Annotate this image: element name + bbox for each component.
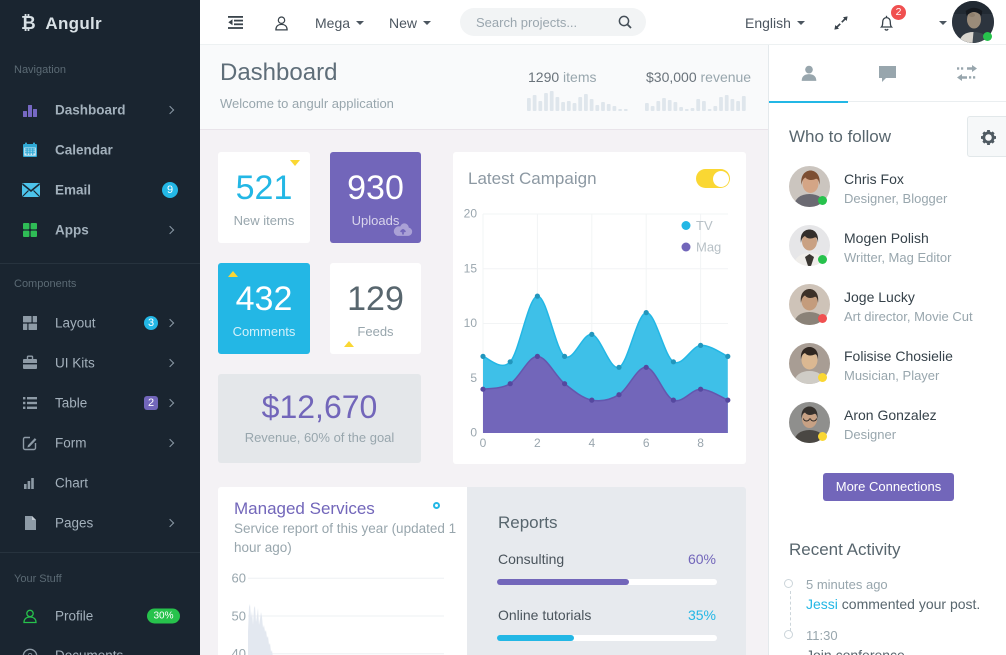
- svg-text:15: 15: [464, 261, 478, 275]
- svg-text:50: 50: [232, 608, 246, 623]
- svg-text:0: 0: [470, 426, 477, 440]
- svg-text:20: 20: [464, 207, 478, 221]
- svg-text:10: 10: [464, 316, 478, 330]
- svg-text:60: 60: [232, 571, 246, 586]
- svg-text:8: 8: [697, 436, 704, 450]
- svg-text:2: 2: [534, 436, 541, 450]
- svg-text:0: 0: [480, 436, 487, 450]
- svg-text:6: 6: [643, 436, 650, 450]
- svg-text:4: 4: [588, 436, 595, 450]
- svg-text:Mag: Mag: [696, 240, 721, 255]
- svg-text:5: 5: [470, 371, 477, 385]
- svg-text:TV: TV: [696, 218, 713, 233]
- svg-text:40: 40: [232, 646, 246, 655]
- svg-text:?: ?: [27, 652, 32, 655]
